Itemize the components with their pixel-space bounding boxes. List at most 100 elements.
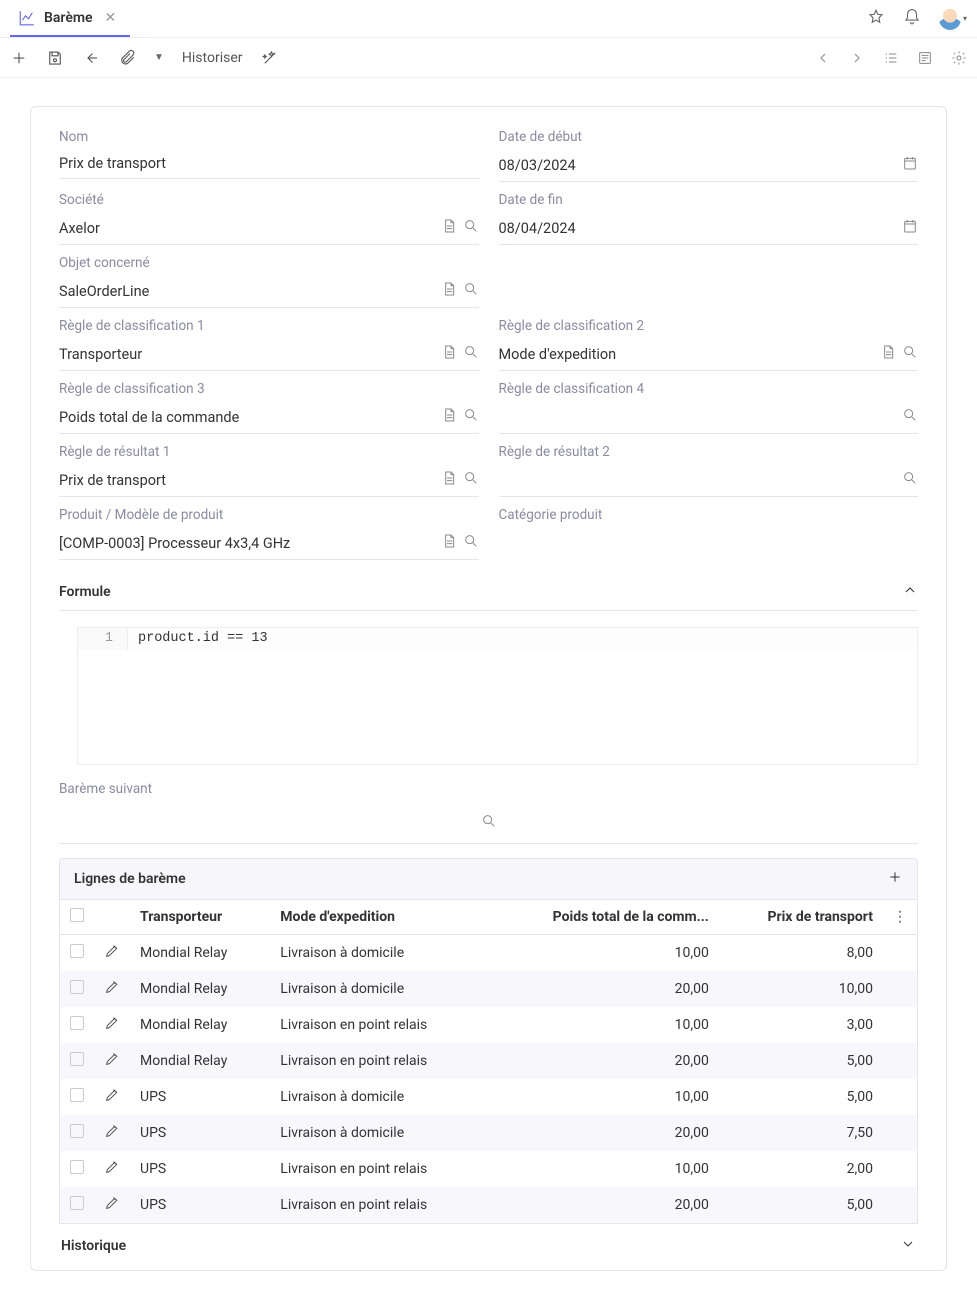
label-resultat1: Règle de résultat 1 [59,444,479,466]
gear-icon[interactable] [951,50,967,66]
pencil-icon[interactable] [104,1055,120,1071]
row-checkbox[interactable] [70,980,84,994]
table-row[interactable]: Mondial RelayLivraison à domicile10,008,… [60,935,918,972]
table-row[interactable]: UPSLivraison à domicile20,007,50 [60,1115,918,1151]
next-button[interactable] [849,50,865,66]
label-bareme-suivant: Barème suivant [59,775,918,803]
field-nom[interactable]: Prix de transport [59,151,479,179]
form-view-icon[interactable] [917,50,933,66]
document-icon[interactable] [880,344,896,364]
add-row-button[interactable] [887,869,903,889]
document-icon[interactable] [441,407,457,427]
field-date-fin[interactable]: 08/04/2024 [499,214,919,245]
table-row[interactable]: Mondial RelayLivraison en point relais10… [60,1007,918,1043]
field-regle4[interactable] [499,403,919,434]
checkbox-all[interactable] [70,908,84,922]
pencil-icon[interactable] [104,1163,120,1179]
bareme-suivant-search[interactable] [59,803,918,844]
add-button[interactable] [10,49,28,67]
search-icon[interactable] [463,407,479,427]
back-button[interactable] [82,49,100,67]
search-icon[interactable] [902,470,918,490]
field-objet[interactable]: SaleOrderLine [59,277,479,308]
search-icon[interactable] [463,218,479,238]
field-resultat2[interactable] [499,466,919,497]
field-societe[interactable]: Axelor [59,214,479,245]
search-icon[interactable] [902,407,918,427]
row-checkbox[interactable] [70,944,84,958]
col-transporteur[interactable]: Transporteur [130,900,270,935]
pencil-icon[interactable] [104,1127,120,1143]
field-resultat1[interactable]: Prix de transport [59,466,479,497]
value-nom: Prix de transport [59,155,479,172]
search-icon[interactable] [463,470,479,490]
document-icon[interactable] [441,218,457,238]
dropdown-button[interactable]: ▼ [154,52,164,63]
pencil-icon[interactable] [104,983,120,999]
col-prix[interactable]: Prix de transport [719,900,883,935]
historiser-button[interactable]: Historiser [182,50,243,66]
table-row[interactable]: UPSLivraison en point relais10,002,00 [60,1151,918,1187]
section-formule[interactable]: Formule [59,574,918,611]
document-icon[interactable] [441,281,457,301]
cell-poids: 10,00 [489,1151,719,1187]
more-columns-icon[interactable]: ⋮ [883,900,918,935]
search-icon[interactable] [463,281,479,301]
chevron-up-icon [902,582,918,602]
row-checkbox[interactable] [70,1160,84,1174]
row-checkbox[interactable] [70,1016,84,1030]
cell-poids: 10,00 [489,1079,719,1115]
bell-icon[interactable] [903,8,921,30]
label-resultat2: Règle de résultat 2 [499,444,919,466]
bareme-table: Transporteur Mode d'expedition Poids tot… [59,899,918,1224]
field-regle2[interactable]: Mode d'expedition [499,340,919,371]
document-icon[interactable] [441,344,457,364]
tab-bareme[interactable]: Barème ✕ [10,0,130,37]
table-row[interactable]: Mondial RelayLivraison en point relais20… [60,1043,918,1079]
cell-prix: 5,00 [719,1079,883,1115]
row-checkbox[interactable] [70,1196,84,1210]
document-icon[interactable] [441,470,457,490]
field-regle3[interactable]: Poids total de la commande [59,403,479,434]
calendar-icon[interactable] [902,155,918,175]
cell-mode: Livraison à domicile [270,971,488,1007]
document-icon[interactable] [441,533,457,553]
table-row[interactable]: UPSLivraison à domicile10,005,00 [60,1079,918,1115]
col-mode[interactable]: Mode d'expedition [270,900,488,935]
code-editor[interactable]: 1 product.id == 13 [77,627,918,765]
user-menu[interactable]: ▾ [939,8,967,30]
pencil-icon[interactable] [104,1019,120,1035]
value-regle1: Transporteur [59,346,441,363]
prev-button[interactable] [815,50,831,66]
save-button[interactable] [46,49,64,67]
cell-prix: 7,50 [719,1115,883,1151]
search-icon[interactable] [463,533,479,553]
pencil-icon[interactable] [104,1091,120,1107]
pencil-icon[interactable] [104,947,120,963]
row-checkbox[interactable] [70,1052,84,1066]
table-row[interactable]: Mondial RelayLivraison à domicile20,0010… [60,971,918,1007]
list-view-icon[interactable] [883,50,899,66]
star-icon[interactable] [867,8,885,30]
section-historique[interactable]: Historique [59,1224,918,1260]
chart-line-icon [18,9,36,27]
pencil-icon[interactable] [104,1199,120,1215]
cell-transporteur: Mondial Relay [130,1043,270,1079]
row-checkbox[interactable] [70,1124,84,1138]
field-date-debut[interactable]: 08/03/2024 [499,151,919,182]
attach-button[interactable] [118,49,136,67]
row-checkbox[interactable] [70,1088,84,1102]
search-icon[interactable] [902,344,918,364]
table-row[interactable]: UPSLivraison en point relais20,005,00 [60,1187,918,1224]
field-regle1[interactable]: Transporteur [59,340,479,371]
col-poids[interactable]: Poids total de la comm... [489,900,719,935]
field-produit[interactable]: [COMP-0003] Processeur 4x3,4 GHz [59,529,479,560]
close-icon[interactable]: ✕ [105,10,117,26]
form-card: Nom Prix de transport Date de début 08/0… [30,106,947,1271]
historique-title: Historique [61,1238,126,1254]
wand-button[interactable] [261,49,279,67]
calendar-icon[interactable] [902,218,918,238]
search-icon[interactable] [463,344,479,364]
label-date-fin: Date de fin [499,192,919,214]
formule-title: Formule [59,584,111,600]
